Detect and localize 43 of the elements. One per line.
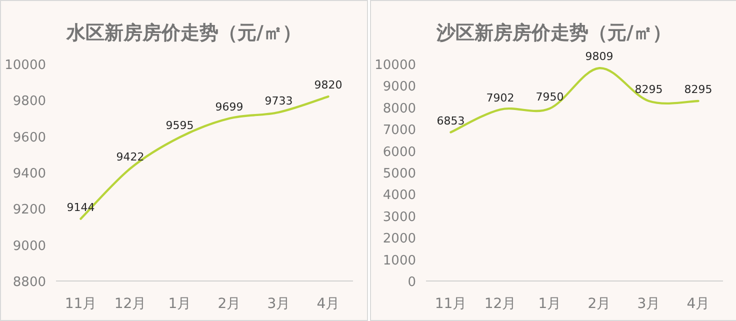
data-label: 7950 <box>536 90 564 104</box>
y-tick-label: 3000 <box>382 210 416 225</box>
chart-title: 水区新房房价走势（元/㎡） <box>66 22 302 44</box>
data-label: 7902 <box>486 92 514 105</box>
y-tick-label: 0 <box>408 275 416 290</box>
y-tick-label: 9400 <box>12 166 46 182</box>
y-tick-label: 8800 <box>12 275 46 290</box>
data-label: 9595 <box>166 119 194 132</box>
y-tick-label: 9000 <box>12 238 46 254</box>
x-tick-label: 12月 <box>114 296 146 312</box>
x-tick-label: 11月 <box>64 296 97 312</box>
y-tick-label: 10000 <box>4 58 46 73</box>
chart-title: 沙区新房房价走势（元/㎡） <box>436 22 672 44</box>
x-tick-label: 4月 <box>316 296 340 312</box>
data-label: 9809 <box>585 50 614 64</box>
y-tick-label: 7000 <box>382 123 416 138</box>
x-tick-label: 1月 <box>168 296 192 312</box>
data-label: 6853 <box>436 114 465 128</box>
data-label: 9733 <box>264 94 293 108</box>
y-tick-label: 8000 <box>382 101 416 116</box>
y-tick-label: 6000 <box>382 144 416 160</box>
y-tick-label: 1000 <box>382 253 416 268</box>
y-tick-label: 4000 <box>382 188 416 204</box>
data-label: 9699 <box>215 100 244 114</box>
x-tick-label: 3月 <box>637 296 660 312</box>
y-tick-label: 10000 <box>374 58 416 73</box>
data-label: 9820 <box>314 78 342 92</box>
x-tick-label: 12月 <box>484 296 516 312</box>
x-tick-label: 11月 <box>434 296 467 312</box>
data-label: 8295 <box>684 83 712 96</box>
y-tick-label: 5000 <box>382 166 416 182</box>
x-tick-label: 2月 <box>588 296 611 312</box>
data-label: 9422 <box>116 150 144 164</box>
data-label: 8295 <box>634 83 663 96</box>
x-tick-label: 1月 <box>538 296 562 312</box>
x-tick-label: 4月 <box>686 296 710 312</box>
x-tick-label: 3月 <box>267 296 290 312</box>
y-tick-label: 9200 <box>12 202 46 218</box>
y-tick-label: 9600 <box>12 130 46 146</box>
x-tick-label: 2月 <box>218 296 241 312</box>
y-tick-label: 2000 <box>382 232 416 247</box>
y-tick-label: 9000 <box>382 80 416 95</box>
y-tick-label: 9800 <box>12 94 46 110</box>
